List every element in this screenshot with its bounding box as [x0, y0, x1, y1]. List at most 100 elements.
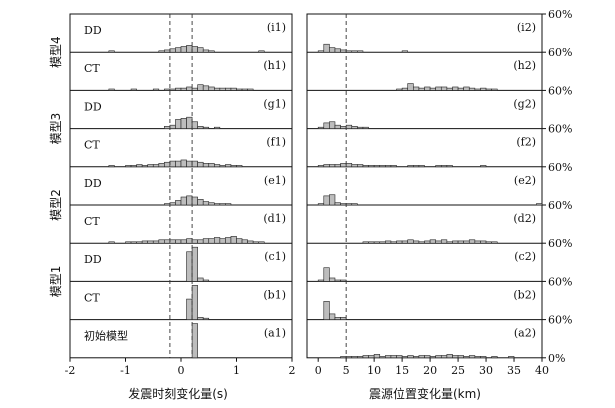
histogram-bar [186, 298, 193, 320]
histogram-bar [175, 87, 182, 91]
histogram-bar [407, 83, 414, 91]
histogram-bar [130, 165, 137, 168]
histogram-bar [446, 354, 453, 359]
plot-frame [69, 13, 293, 359]
plot-frame [306, 13, 543, 359]
y-tick-label: 60% [548, 275, 572, 288]
histogram-bar [446, 87, 453, 91]
histogram-bar [474, 240, 481, 244]
histogram-bar [418, 165, 425, 168]
histogram-bar [230, 236, 237, 244]
histogram-bar [390, 241, 397, 244]
histogram-bar [169, 124, 176, 129]
panel-d1: (d1) CT [70, 212, 292, 244]
histogram-bar [147, 240, 154, 244]
histogram-bar [175, 200, 182, 206]
histogram-bar [130, 88, 137, 91]
histogram-bar [373, 165, 381, 168]
histogram-bar [191, 246, 198, 282]
panel-a2: (a2) [340, 327, 536, 359]
histogram-bar [413, 165, 420, 168]
histogram-bar [474, 88, 481, 91]
y-tick-label: 60% [548, 84, 572, 97]
histogram-bar [385, 355, 392, 359]
histogram-bar [247, 240, 254, 244]
histogram-bar [180, 46, 187, 53]
x-tick-label: -1 [120, 364, 131, 377]
panel-e2: (e2) [307, 174, 543, 206]
right-histogram-stack: (i2) (h2) (g2) (f2) (e2) (d2) (c2) (b2) (a2) 0 5 10… [306, 8, 572, 377]
histogram-bar [202, 126, 210, 129]
histogram-bar [413, 356, 420, 359]
panel-d2: (d2) [307, 212, 542, 244]
histogram-bar [197, 199, 204, 206]
histogram-bar [169, 160, 176, 168]
histogram-bar [323, 195, 330, 206]
panel-g1: (g1) DD [70, 97, 292, 130]
panel-label: (c2) [514, 250, 536, 263]
histogram-bar [180, 239, 187, 244]
x-tick-label: 40 [535, 364, 549, 377]
histogram-bar [418, 87, 425, 91]
histogram-bar [485, 88, 492, 91]
histogram-bar [396, 88, 403, 91]
histogram-bar [108, 88, 115, 91]
histogram-bar [452, 86, 459, 91]
panel-label: (i1) [267, 21, 286, 34]
panel-b2: (b2) [307, 288, 542, 321]
histogram-bar [317, 50, 325, 53]
histogram-bar [457, 240, 464, 244]
panel-label: (c1) [264, 250, 286, 263]
histogram-bar [214, 87, 221, 91]
histogram-bar [379, 165, 386, 168]
histogram-bar [164, 203, 171, 206]
histogram-bar [136, 241, 143, 244]
histogram-bar [413, 240, 420, 244]
series-name: DD [84, 253, 102, 266]
histogram-bar [351, 203, 358, 206]
histogram-bar [164, 126, 171, 129]
histogram-bar [317, 165, 325, 168]
histogram-bar [208, 238, 215, 244]
histogram-bar [446, 241, 453, 244]
panel-b1: (b1) CT [70, 285, 292, 321]
histogram-bar [169, 88, 176, 91]
histogram-bar [180, 87, 187, 91]
histogram-bar [130, 241, 137, 244]
histogram-bar [164, 239, 171, 244]
histogram-bar [158, 50, 165, 53]
histogram-bar [440, 355, 448, 359]
histogram-bar [219, 87, 226, 91]
histogram-bar [323, 164, 330, 168]
panel-a1: (a1) 初始模型 [84, 323, 286, 359]
histogram-bar [197, 161, 204, 168]
x-tick-label: 0 [178, 364, 185, 377]
histogram-bar [463, 86, 470, 91]
histogram-bar [468, 239, 476, 244]
histogram-bar [247, 88, 254, 91]
histogram-bar [202, 279, 210, 282]
histogram-bar [125, 165, 132, 168]
histogram-bar [202, 163, 210, 168]
panel-c1: (c1) DD [70, 246, 292, 282]
panel-label: (h1) [263, 59, 286, 72]
histogram-bar [219, 165, 226, 168]
histogram-bar [440, 239, 448, 244]
histogram-bar [236, 88, 243, 91]
histogram-bar [413, 86, 420, 91]
y-tick-label: 60% [548, 8, 572, 21]
histogram-bar [334, 279, 341, 282]
histogram-bar [452, 355, 459, 359]
histogram-bar [164, 88, 171, 91]
histogram-bar [457, 355, 464, 359]
histogram-bar [390, 165, 397, 168]
histogram-bar [197, 47, 204, 53]
histogram-bar [208, 86, 215, 91]
histogram-bar [401, 50, 409, 53]
histogram-bar [323, 43, 330, 53]
histogram-bar [446, 165, 453, 168]
histogram-bar [357, 126, 364, 129]
panel-label: (b2) [513, 288, 536, 301]
panel-label: (d1) [263, 212, 286, 225]
histogram-bar [401, 240, 409, 244]
